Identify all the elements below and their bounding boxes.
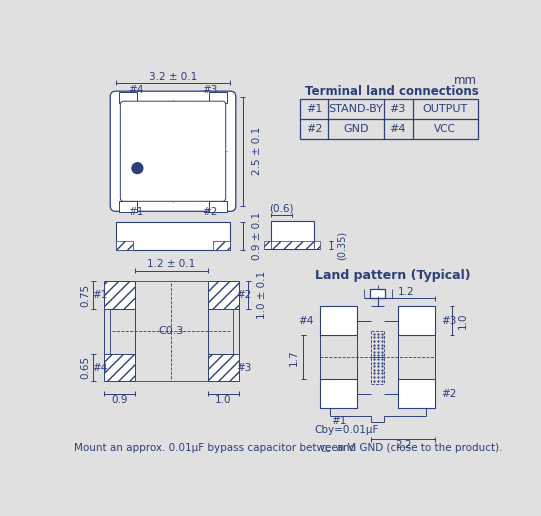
Text: 1.0: 1.0 — [458, 312, 468, 329]
Text: Mount an approx. 0.01μF bypass capacitor between V: Mount an approx. 0.01μF bypass capacitor… — [74, 443, 354, 454]
Text: 1.0: 1.0 — [215, 395, 232, 405]
Bar — [208, 354, 239, 381]
Text: #3: #3 — [236, 363, 251, 373]
Text: 1.0 ± 0.1: 1.0 ± 0.1 — [257, 271, 267, 319]
Bar — [104, 354, 135, 381]
Text: and GND (close to the product).: and GND (close to the product). — [329, 443, 502, 454]
Text: OUTPUT: OUTPUT — [423, 104, 467, 114]
Text: C0.3: C0.3 — [159, 327, 184, 336]
Text: Terminal land connections: Terminal land connections — [305, 85, 478, 98]
Text: 0.9: 0.9 — [111, 395, 128, 405]
Text: #4: #4 — [128, 85, 143, 95]
Text: #1: #1 — [331, 416, 347, 426]
Circle shape — [132, 163, 143, 173]
Text: #3: #3 — [441, 316, 457, 326]
Bar — [320, 306, 358, 335]
Text: #2: #2 — [236, 290, 251, 300]
Bar — [116, 222, 230, 250]
Text: CC: CC — [320, 445, 331, 455]
Text: #2: #2 — [306, 124, 322, 134]
Text: #4: #4 — [299, 316, 314, 326]
Bar — [398, 306, 435, 335]
Text: (0.6): (0.6) — [269, 204, 294, 214]
Text: #1: #1 — [92, 290, 107, 300]
Text: 2.5 ± 0.1: 2.5 ± 0.1 — [252, 127, 262, 175]
Text: 1.2: 1.2 — [398, 287, 414, 297]
Text: #1: #1 — [306, 104, 322, 114]
Bar — [209, 201, 227, 212]
Text: #3: #3 — [390, 104, 406, 114]
Bar — [104, 281, 135, 309]
Text: 2.2: 2.2 — [395, 440, 412, 450]
Text: #3: #3 — [202, 85, 218, 95]
Bar — [370, 289, 385, 298]
Text: 0.65: 0.65 — [81, 356, 90, 379]
Bar — [300, 99, 478, 139]
Text: GND: GND — [343, 124, 368, 134]
Text: 0.9 ± 0.1: 0.9 ± 0.1 — [252, 212, 262, 260]
Text: mm: mm — [454, 74, 477, 87]
Text: 0.75: 0.75 — [81, 284, 90, 307]
Text: STAND-BY: STAND-BY — [328, 104, 384, 114]
Text: #4: #4 — [92, 363, 107, 373]
Text: VCC: VCC — [434, 124, 456, 134]
Bar — [110, 281, 233, 381]
Bar — [209, 92, 227, 103]
FancyBboxPatch shape — [120, 101, 226, 201]
Text: #2: #2 — [441, 389, 457, 399]
Bar — [119, 92, 137, 103]
Text: 1.7: 1.7 — [289, 349, 299, 365]
Text: #2: #2 — [202, 207, 218, 217]
Text: (0.35): (0.35) — [337, 231, 347, 260]
Bar — [270, 241, 314, 249]
Text: Land pattern (Typical): Land pattern (Typical) — [315, 269, 471, 282]
Text: 1.2 ± 0.1: 1.2 ± 0.1 — [147, 260, 196, 269]
Bar — [398, 379, 435, 409]
Bar — [320, 379, 358, 409]
Text: 3.2 ± 0.1: 3.2 ± 0.1 — [149, 72, 197, 82]
Text: #4: #4 — [390, 124, 406, 134]
Bar — [208, 281, 239, 309]
Text: Cby=0.01μF: Cby=0.01μF — [314, 425, 379, 435]
Bar — [270, 221, 314, 249]
Bar — [314, 241, 320, 249]
Bar — [116, 240, 133, 250]
Bar — [265, 241, 270, 249]
Bar — [119, 201, 137, 212]
FancyBboxPatch shape — [110, 91, 236, 211]
Text: #1: #1 — [128, 207, 143, 217]
Bar — [213, 240, 230, 250]
